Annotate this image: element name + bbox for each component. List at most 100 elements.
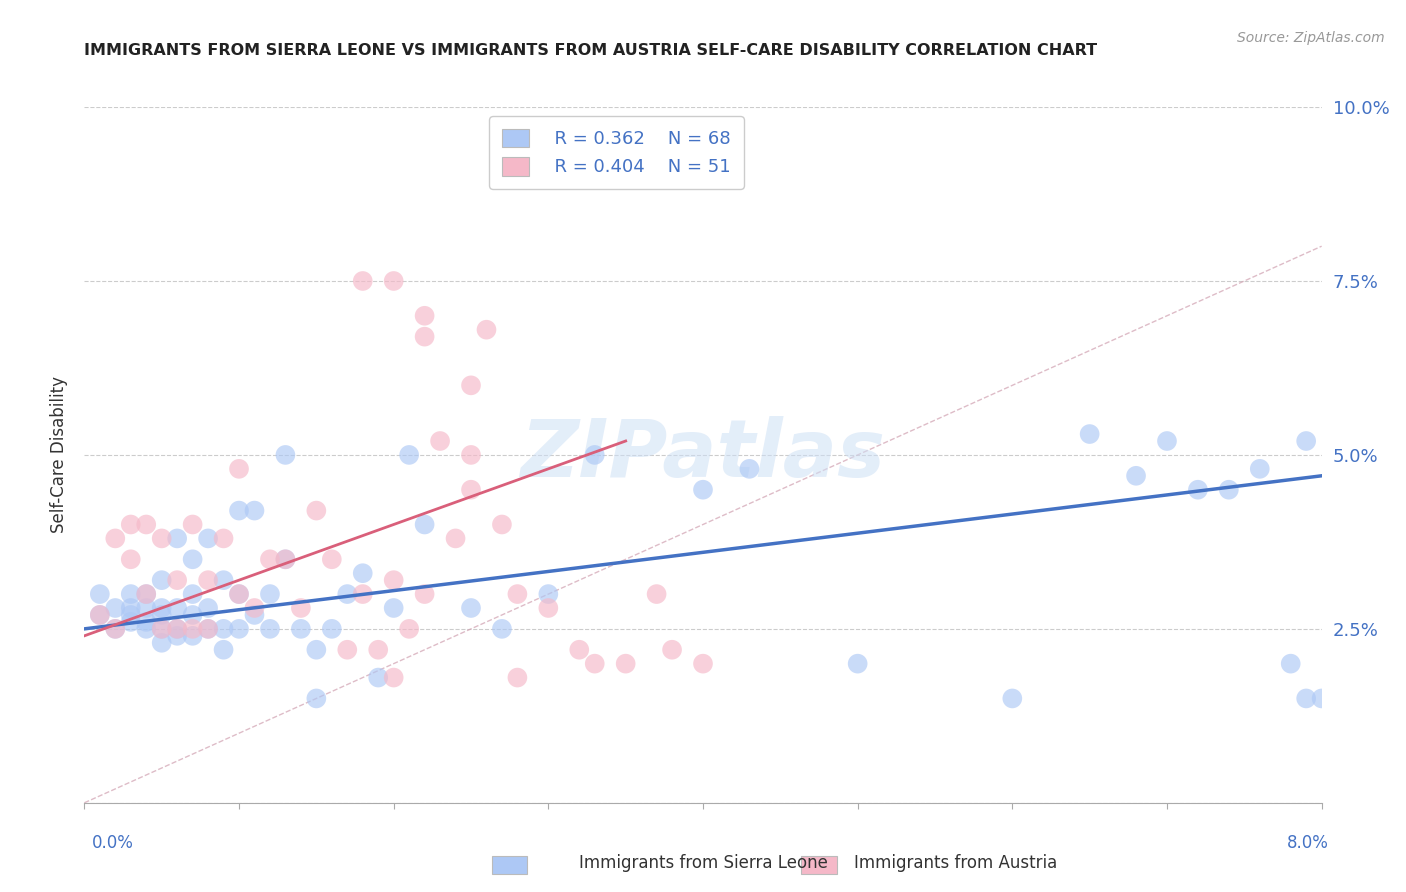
Point	[460, 601, 482, 615]
Point	[537, 587, 560, 601]
Point	[583, 448, 606, 462]
Point	[1295, 434, 1317, 448]
Point	[228, 622, 250, 636]
Point	[150, 622, 173, 636]
Point	[259, 587, 281, 601]
Point	[460, 483, 482, 497]
Point	[135, 615, 157, 629]
Point	[181, 629, 204, 643]
Point	[150, 601, 173, 615]
Point	[120, 601, 142, 615]
Point	[583, 657, 606, 671]
Point	[661, 642, 683, 657]
Point	[212, 573, 235, 587]
Point	[166, 629, 188, 643]
Point	[150, 607, 173, 622]
Text: IMMIGRANTS FROM SIERRA LEONE VS IMMIGRANTS FROM AUSTRIA SELF-CARE DISABILITY COR: IMMIGRANTS FROM SIERRA LEONE VS IMMIGRAN…	[84, 43, 1098, 58]
Point	[1078, 427, 1101, 442]
Point	[1156, 434, 1178, 448]
Point	[352, 274, 374, 288]
Point	[1279, 657, 1302, 671]
Point	[429, 434, 451, 448]
Point	[243, 607, 266, 622]
Point	[1187, 483, 1209, 497]
Point	[506, 671, 529, 685]
Point	[321, 622, 343, 636]
Point	[150, 532, 173, 546]
Point	[228, 462, 250, 476]
Point	[228, 503, 250, 517]
Point	[382, 601, 405, 615]
Point	[104, 532, 127, 546]
Point	[491, 517, 513, 532]
Point	[166, 622, 188, 636]
Point	[382, 573, 405, 587]
Point	[460, 448, 482, 462]
Point	[1218, 483, 1240, 497]
Point	[212, 532, 235, 546]
Point	[413, 329, 436, 343]
Point	[150, 636, 173, 650]
Point	[228, 587, 250, 601]
Point	[197, 573, 219, 587]
Point	[367, 671, 389, 685]
Point	[150, 573, 173, 587]
Point	[352, 587, 374, 601]
Point	[692, 657, 714, 671]
Point	[89, 607, 111, 622]
Point	[382, 274, 405, 288]
Point	[120, 517, 142, 532]
Point	[120, 607, 142, 622]
Point	[197, 532, 219, 546]
Point	[692, 483, 714, 497]
Point	[1001, 691, 1024, 706]
Point	[166, 532, 188, 546]
Point	[413, 309, 436, 323]
Point	[1125, 468, 1147, 483]
Point	[305, 691, 328, 706]
Point	[197, 601, 219, 615]
Point	[738, 462, 761, 476]
Point	[460, 378, 482, 392]
Point	[181, 607, 204, 622]
Point	[568, 642, 591, 657]
Text: 8.0%: 8.0%	[1286, 834, 1329, 852]
Point	[243, 503, 266, 517]
Point	[166, 622, 188, 636]
Point	[181, 587, 204, 601]
Point	[166, 573, 188, 587]
Point	[305, 503, 328, 517]
Point	[367, 642, 389, 657]
Point	[89, 587, 111, 601]
Point	[506, 587, 529, 601]
Point	[259, 552, 281, 566]
Point	[104, 622, 127, 636]
Point	[1295, 691, 1317, 706]
Point	[150, 622, 173, 636]
Point	[645, 587, 668, 601]
Point	[259, 622, 281, 636]
Text: ZIPatlas: ZIPatlas	[520, 416, 886, 494]
Text: Immigrants from Austria: Immigrants from Austria	[855, 855, 1057, 872]
Point	[336, 642, 359, 657]
Text: Immigrants from Sierra Leone: Immigrants from Sierra Leone	[578, 855, 828, 872]
Point	[336, 587, 359, 601]
Point	[398, 622, 420, 636]
Point	[274, 448, 297, 462]
Text: Source: ZipAtlas.com: Source: ZipAtlas.com	[1237, 31, 1385, 45]
Point	[274, 552, 297, 566]
Point	[475, 323, 498, 337]
Point	[120, 552, 142, 566]
Point	[444, 532, 467, 546]
Point	[1310, 691, 1333, 706]
Text: 0.0%: 0.0%	[91, 834, 134, 852]
Point	[352, 566, 374, 581]
Point	[274, 552, 297, 566]
Point	[321, 552, 343, 566]
Point	[290, 601, 312, 615]
Point	[135, 517, 157, 532]
Point	[89, 607, 111, 622]
Point	[305, 642, 328, 657]
Point	[135, 622, 157, 636]
Point	[228, 587, 250, 601]
